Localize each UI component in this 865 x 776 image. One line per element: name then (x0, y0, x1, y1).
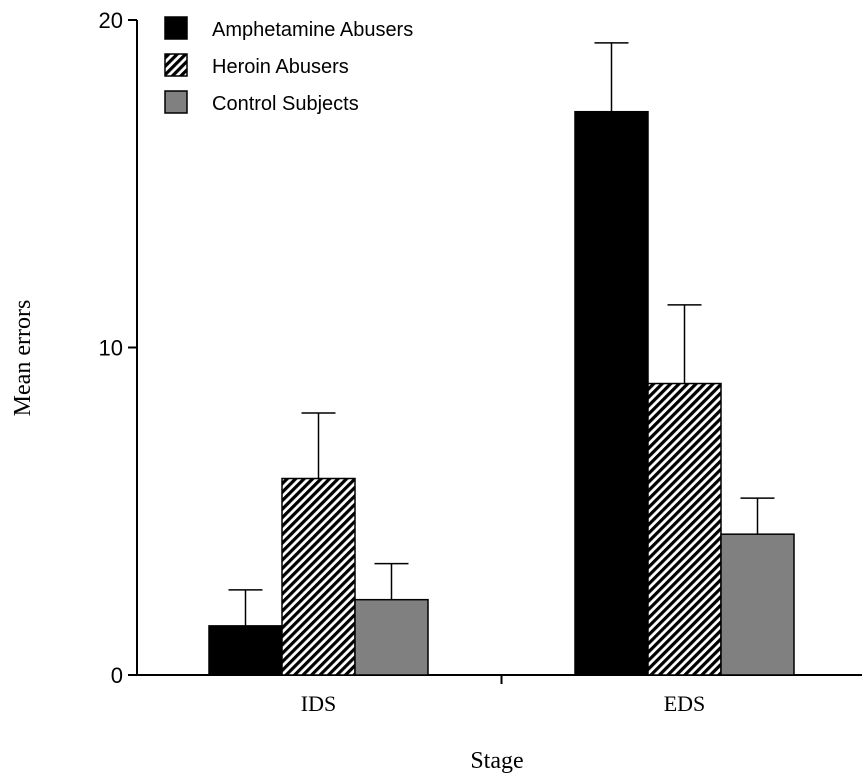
y-tick-label: 10 (99, 336, 123, 361)
legend-label: Control Subjects (212, 93, 359, 115)
y-axis-title: Mean errors (10, 300, 36, 417)
x-ticks: IDS EDS (301, 675, 706, 716)
legend-swatch (164, 16, 188, 40)
bars (208, 110, 795, 676)
bar (281, 477, 356, 676)
y-tick-label: 0 (111, 663, 123, 688)
x-tick-label: IDS (301, 691, 336, 716)
bar (208, 625, 283, 676)
error-bars (228, 42, 775, 626)
legend-label: Heroin Abusers (212, 56, 349, 78)
legend-label: Amphetamine Abusers (212, 19, 413, 41)
y-tick-label: 20 (99, 8, 123, 33)
x-axis-title: Stage (470, 748, 523, 774)
bar (354, 598, 429, 676)
bar (720, 533, 795, 676)
bar (574, 110, 649, 676)
legend-swatch (164, 90, 188, 114)
x-tick-label: EDS (664, 691, 706, 716)
bar (647, 382, 722, 676)
legend: Amphetamine Abusers Heroin Abusers Control… (164, 16, 413, 115)
legend-swatch (164, 53, 188, 77)
y-ticks: 0 10 20 (99, 8, 137, 688)
